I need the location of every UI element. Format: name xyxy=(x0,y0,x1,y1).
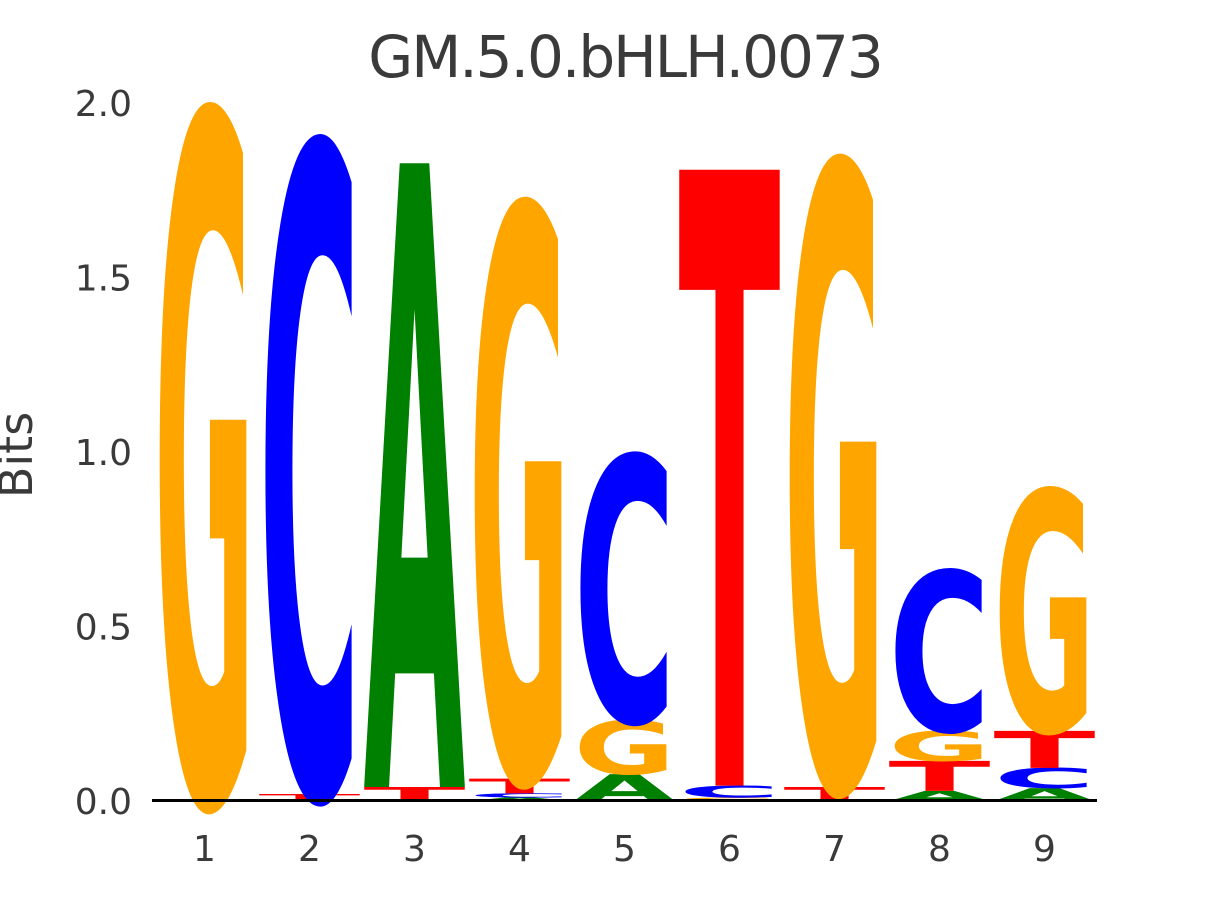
logo-letter-G-pos4: G xyxy=(469,51,571,900)
logo-letter-stacks: GTCTAACTGAGCGCTTGATGCACTG xyxy=(154,0,1097,900)
logo-letter-T-pos8: T xyxy=(889,753,991,801)
x-tick-label: 9 xyxy=(1033,829,1056,870)
logo-letter-G-pos7: G xyxy=(784,0,886,900)
logo-letter-G-pos8: G xyxy=(889,723,991,771)
logo-letter-G-pos1: G xyxy=(154,0,256,900)
logo-letter-G-pos9: G xyxy=(994,426,1096,809)
logo-letter-T-pos6: T xyxy=(679,2,782,900)
y-tick-label: 1.5 xyxy=(75,259,132,300)
x-tick-label: 8 xyxy=(928,829,951,870)
y-axis-label: Bits xyxy=(0,412,43,498)
x-tick-label: 2 xyxy=(298,829,321,870)
logo-letter-A-pos5: A xyxy=(574,767,676,810)
x-tick-label: 1 xyxy=(193,829,216,870)
logo-letter-C-pos8: C xyxy=(889,529,991,784)
logo-letter-C-pos6: C xyxy=(679,783,781,802)
x-tick-label: 5 xyxy=(613,829,636,870)
x-tick-label: 3 xyxy=(403,829,426,870)
y-tick-label: 1.0 xyxy=(75,433,132,474)
chart-title: GM.5.0.bHLH.0073 xyxy=(368,23,881,91)
x-axis-tick-labels: 1 2 3 4 5 6 7 8 9 xyxy=(193,829,1056,870)
logo-letter-T-pos4: T xyxy=(469,775,571,798)
y-tick-label: 0.5 xyxy=(75,608,132,649)
logo-letter-T-pos2: T xyxy=(259,792,362,803)
y-tick-label: 2.0 xyxy=(75,84,132,125)
y-tick-label: 0.0 xyxy=(75,782,132,823)
y-axis-tick-labels: 0.0 0.5 1.0 1.5 2.0 xyxy=(75,84,132,823)
x-tick-label: 4 xyxy=(508,829,531,870)
x-tick-label: 7 xyxy=(823,829,846,870)
logo-letter-C-pos4: C xyxy=(469,792,571,799)
x-tick-label: 6 xyxy=(718,829,741,870)
logo-letter-C-pos2: C xyxy=(259,0,361,900)
logo-letter-A-pos3: A xyxy=(364,0,467,900)
logo-letter-G-pos5: G xyxy=(574,707,676,792)
x-axis-line xyxy=(152,799,1097,802)
logo-letter-T-pos9: T xyxy=(994,721,1096,780)
logo-letter-C-pos5: C xyxy=(574,384,676,807)
logo-letter-C-pos9: C xyxy=(994,763,1096,795)
